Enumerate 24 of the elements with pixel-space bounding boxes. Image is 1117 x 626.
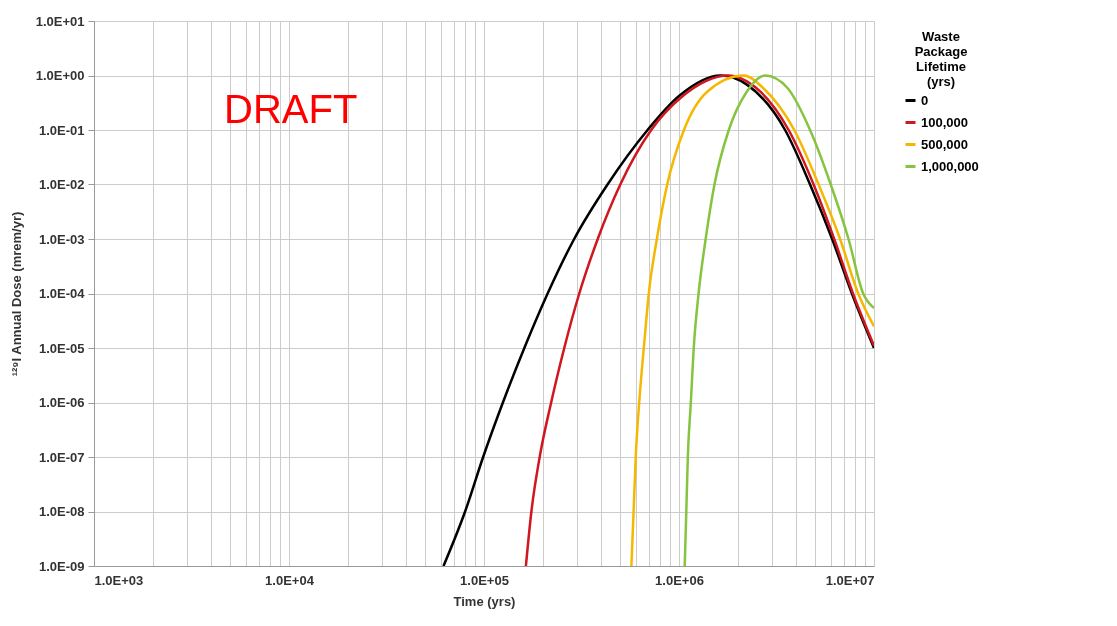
legend-label: 0 xyxy=(921,92,929,108)
y-tick-label: 1.0E-08 xyxy=(38,504,85,519)
y-tick-label: 1.0E+00 xyxy=(35,68,85,83)
y-axis-title: ¹²⁹I Annual Dose (mrem/yr) xyxy=(8,211,24,377)
legend-label: 500,000 xyxy=(921,136,968,152)
legend-label: 100,000 xyxy=(921,114,968,130)
y-tick-label: 1.0E-04 xyxy=(38,286,86,301)
x-tick-label: 1.0E+05 xyxy=(460,572,509,588)
x-tick-label: 1.0E+07 xyxy=(825,572,875,588)
y-tick-label: 1.0E+01 xyxy=(35,13,85,29)
y-tick-label: 1.0E-09 xyxy=(38,558,85,574)
y-tick-label: 1.0E-01 xyxy=(38,122,85,138)
legend-label: 1,000,000 xyxy=(921,158,979,174)
y-tick-label: 1.0E-03 xyxy=(38,231,85,247)
legend-title: Waste Package Lifetime (yrs) xyxy=(914,29,968,89)
y-tick-label: 1.0E-02 xyxy=(38,177,85,192)
x-tick-label: 1.0E+03 xyxy=(94,572,144,588)
y-tick-label: 1.0E-05 xyxy=(38,340,85,356)
y-tick-label: 1.0E-06 xyxy=(38,395,85,410)
x-axis-title: Time (yrs) xyxy=(453,593,516,609)
y-tick-label: 1.0E-07 xyxy=(38,449,85,465)
x-tick-label: 1.0E+06 xyxy=(655,572,704,588)
annotation: DRAFT xyxy=(224,87,358,131)
x-tick-label: 1.0E+04 xyxy=(265,572,315,588)
